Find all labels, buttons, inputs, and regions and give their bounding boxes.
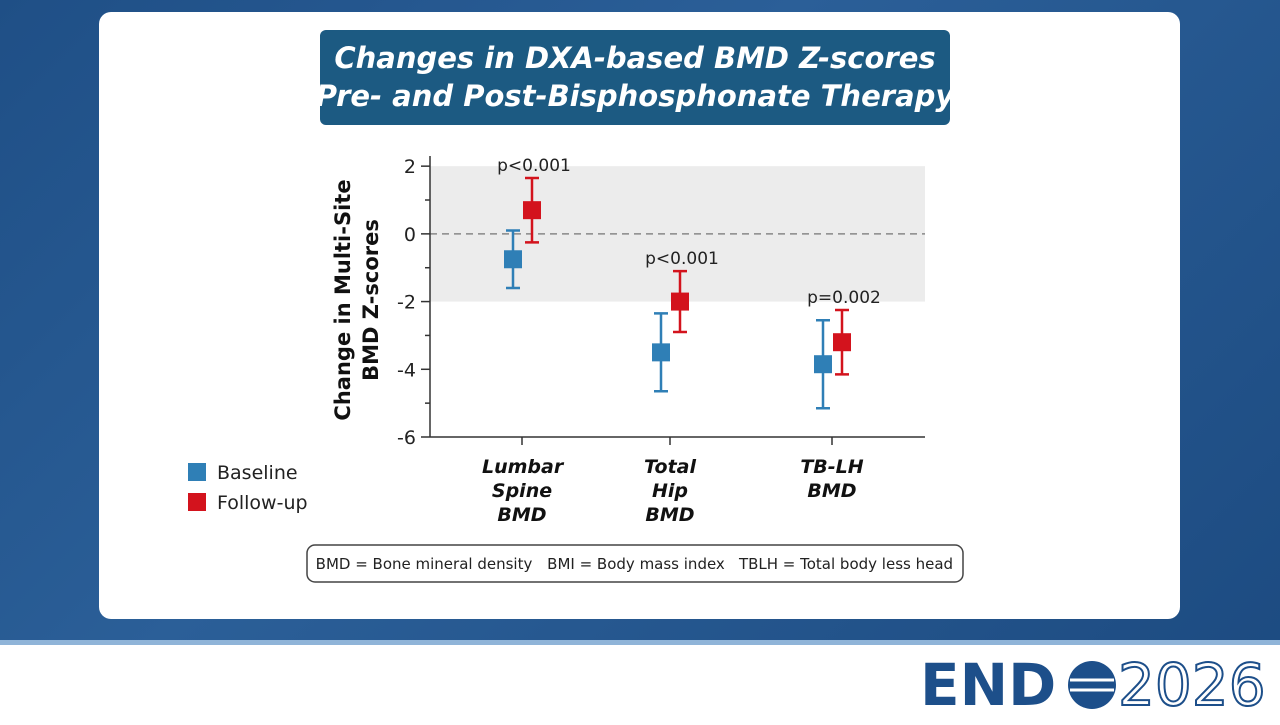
legend-swatch bbox=[188, 493, 206, 511]
chart-title: Changes in DXA-based BMD Z-scores bbox=[334, 41, 935, 75]
marker bbox=[652, 343, 670, 362]
y-axis-label: BMD Z-scores bbox=[359, 219, 383, 381]
y-tick-label: -4 bbox=[397, 359, 416, 381]
title-box bbox=[320, 30, 950, 125]
footnote: BMI = Body mass index bbox=[547, 555, 725, 573]
chart-title: Pre- and Post-Bisphosphonate Therapy bbox=[316, 79, 956, 113]
y-tick-label: 2 bbox=[404, 156, 416, 178]
footnote-box bbox=[306, 544, 964, 583]
x-tick-label: Lumbar Spine BMD bbox=[482, 456, 564, 526]
logo-globe bbox=[1068, 661, 1116, 709]
footnote: BMD = Bone mineral density bbox=[316, 555, 533, 573]
marker bbox=[814, 355, 832, 374]
p-value-annotation: p<0.001 bbox=[645, 249, 719, 269]
y-tick-label: -2 bbox=[397, 292, 416, 314]
marker bbox=[504, 250, 522, 269]
marker bbox=[671, 292, 689, 311]
footer-bar bbox=[0, 640, 1280, 725]
x-tick-label: Total Hip BMD bbox=[644, 456, 696, 526]
x-tick-label: TB-LH BMD bbox=[800, 456, 864, 502]
y-axis-label: Change in Multi-Site bbox=[331, 179, 355, 420]
p-value-annotation: p=0.002 bbox=[807, 288, 881, 308]
legend-label: Follow-up bbox=[217, 492, 308, 514]
legend-label: Baseline bbox=[217, 462, 298, 484]
marker bbox=[833, 333, 851, 352]
logo-text: END bbox=[920, 651, 1056, 719]
y-tick-label: -6 bbox=[397, 427, 416, 449]
marker bbox=[523, 201, 541, 220]
logo-globe-lines bbox=[1070, 678, 1114, 692]
y-tick-label: 0 bbox=[404, 224, 416, 246]
legend-swatch bbox=[188, 463, 206, 481]
footnote: TBLH = Total body less head bbox=[738, 555, 953, 573]
p-value-annotation: p<0.001 bbox=[497, 156, 571, 176]
logo-text: 2026 bbox=[1118, 651, 1266, 719]
